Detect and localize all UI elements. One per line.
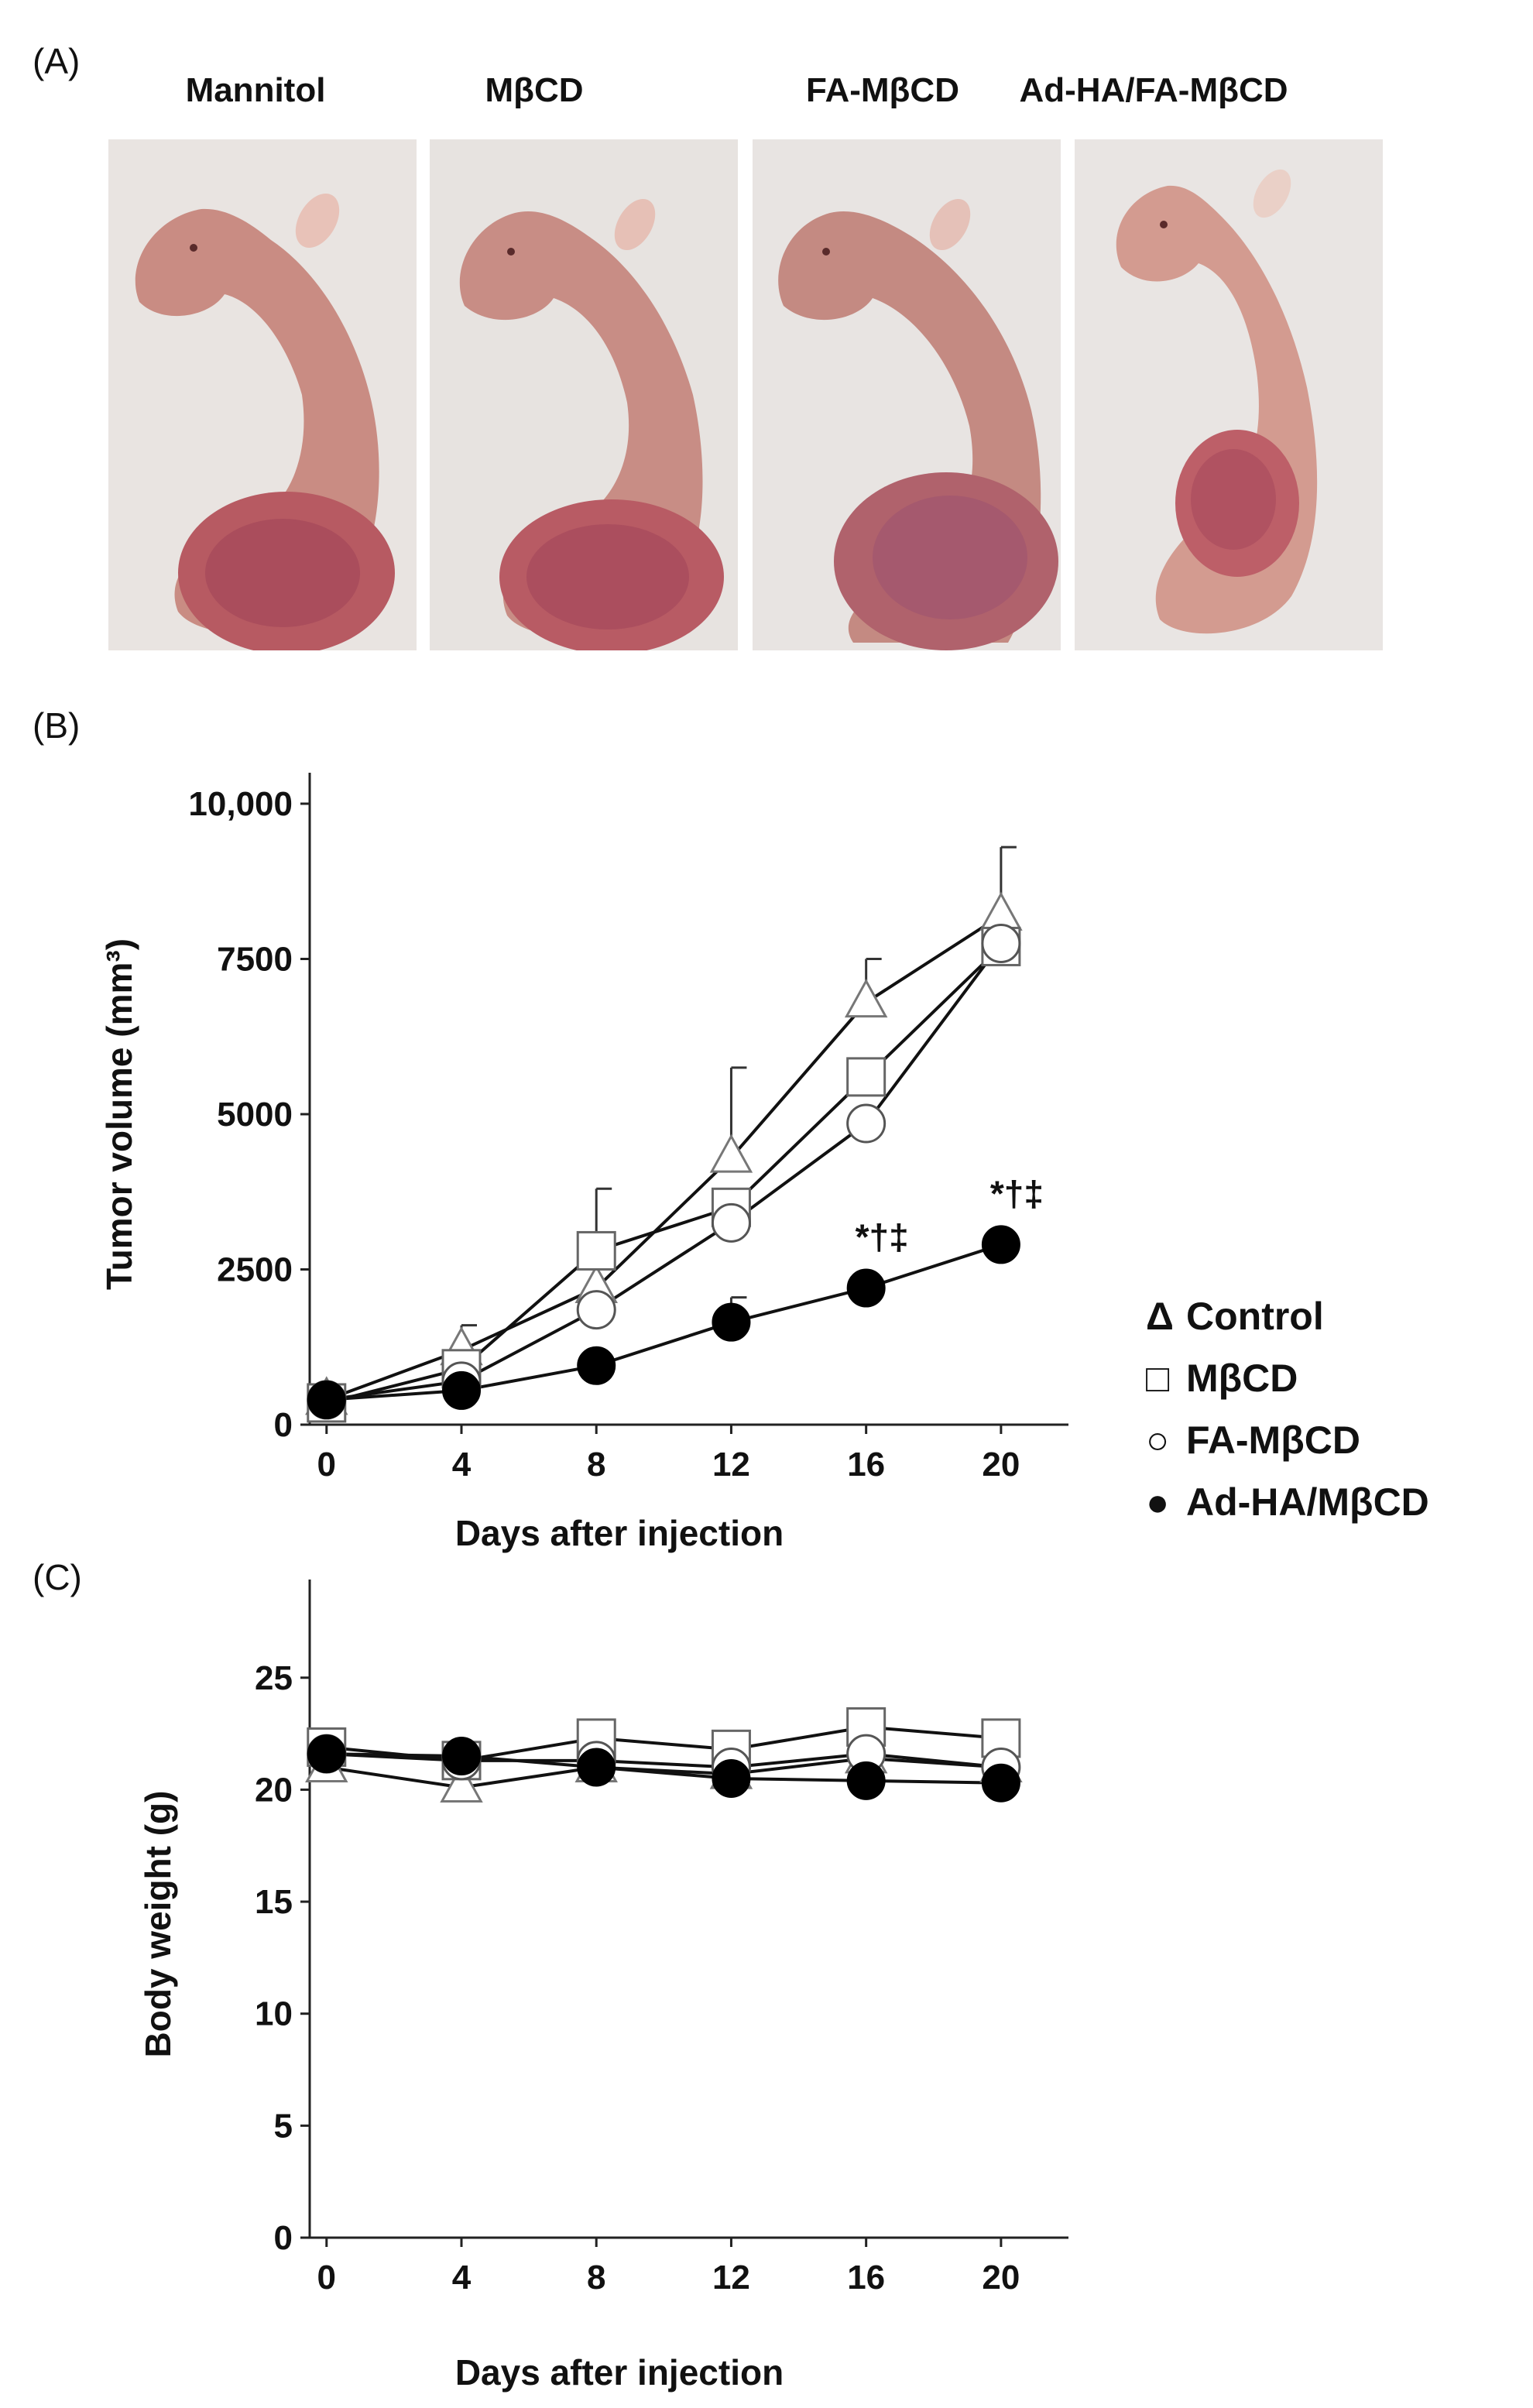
mouse-photo-mannitol: [108, 139, 417, 650]
mouse-photo-mbcd: [430, 139, 738, 650]
point-control: [844, 978, 888, 1018]
series-line-m-cd: [326, 945, 1003, 1405]
series-line-ad-ha-m-cd: [326, 1243, 1002, 1401]
point-control: [440, 1763, 483, 1803]
point-ad-ha-m-cd: [846, 1268, 886, 1308]
legend-label-ad-ha-mbcd: Ad-HA/MβCD: [1186, 1480, 1429, 1524]
filled-circle-icon: ●: [1146, 1480, 1170, 1524]
series-line-control: [326, 1756, 1002, 1789]
photo-label-mbcd: MβCD: [485, 71, 584, 109]
y-tick-label: 5: [274, 2107, 293, 2145]
legend-label-control: Control: [1186, 1295, 1324, 1338]
point-control: [709, 1134, 753, 1173]
mouse-photo-ad-ha-fa-mbcd: [1075, 139, 1383, 650]
y-axis-title: Body weight (g): [138, 1791, 178, 2058]
x-tick-label: 4: [452, 1446, 472, 1484]
point-ad-ha-m-cd: [307, 1380, 346, 1419]
y-tick-label: 20: [255, 1771, 293, 1809]
point-ad-ha-m-cd: [577, 1346, 616, 1385]
x-tick-label: 4: [452, 2259, 472, 2297]
photo-label-mannitol: Mannitol: [185, 71, 326, 109]
legend-item-mbcd: □ MβCD: [1146, 1347, 1429, 1409]
panel-label-b: (B): [33, 705, 81, 746]
y-tick-label: 15: [255, 1883, 293, 1921]
panel-label-c: (C): [33, 1557, 82, 1597]
point-fa-m-cd: [711, 1202, 751, 1243]
legend-item-control: Δ Control: [1146, 1285, 1429, 1347]
open-circle-icon: ○: [1146, 1418, 1170, 1462]
point-m-cd: [846, 1057, 887, 1097]
photo-label-fa-mbcd: FA-MβCD: [806, 71, 959, 109]
y-tick-label: 0: [274, 1406, 293, 1444]
legend-item-fa-mbcd: ○ FA-MβCD: [1146, 1409, 1429, 1471]
point-m-cd: [576, 1230, 616, 1271]
point-ad-ha-m-cd: [307, 1734, 346, 1774]
series-line-fa-m-cd: [326, 1752, 1002, 1769]
series-line-control: [326, 914, 1002, 1401]
legend-label-fa-mbcd: FA-MβCD: [1186, 1418, 1360, 1462]
y-tick-label: 25: [255, 1659, 293, 1697]
x-tick-label: 0: [317, 2259, 336, 2297]
point-ad-ha-m-cd: [577, 1748, 616, 1787]
y-tick-label: 5000: [217, 1096, 293, 1134]
photo-label-ad-ha-fa-mbcd: Ad-HA/FA-MβCD: [1019, 71, 1288, 109]
x-tick-label: 0: [317, 1446, 336, 1484]
series-line-fa-m-cd: [326, 942, 1003, 1401]
y-tick-label: 7500: [217, 941, 293, 979]
mouse-photo-fa-mbcd: [753, 139, 1061, 650]
point-ad-ha-m-cd: [712, 1758, 751, 1798]
y-tick-label: 10,000: [188, 785, 293, 823]
y-tick-label: 0: [274, 2219, 293, 2257]
square-icon: □: [1146, 1357, 1170, 1400]
tumor-volume-chart: 0 2500 5000 7500 10,000 0 4 8 12 16 20 Days after i…: [99, 773, 1068, 1553]
x-tick-label: 20: [982, 2259, 1020, 2297]
x-tick-label: 20: [982, 1446, 1020, 1484]
panel-label-a: (A): [33, 41, 81, 81]
legend: Δ Control □ MβCD ○ FA-MβCD ● Ad-HA/MβCD: [1146, 1285, 1429, 1533]
x-tick-label: 16: [847, 1446, 885, 1484]
x-tick-label: 8: [587, 2259, 605, 2297]
x-tick-label: 16: [847, 2259, 885, 2297]
y-tick-label: 10: [255, 1995, 293, 2033]
point-fa-m-cd: [846, 1103, 887, 1144]
legend-item-ad-ha-mbcd: ● Ad-HA/MβCD: [1146, 1471, 1429, 1533]
body-weight-chart: 0 5 10 15 20 25 0 4 8 12 16 20 Days after injection B…: [138, 1580, 1068, 2393]
y-axis-title: Tumor volume (mm³): [99, 938, 139, 1290]
x-axis-title: Days after injection: [455, 1513, 784, 1553]
point-ad-ha-m-cd: [981, 1763, 1020, 1803]
point-ad-ha-m-cd: [442, 1370, 481, 1410]
point-fa-m-cd: [576, 1290, 616, 1330]
x-axis-title: Days after injection: [455, 2352, 784, 2393]
point-fa-m-cd: [981, 923, 1021, 963]
legend-label-mbcd: MβCD: [1186, 1357, 1298, 1400]
x-tick-label: 12: [712, 2259, 750, 2297]
x-tick-label: 12: [712, 1446, 750, 1484]
y-tick-label: 2500: [217, 1251, 293, 1289]
point-ad-ha-m-cd: [846, 1761, 886, 1800]
significance-annotation: *†‡: [856, 1217, 909, 1257]
triangle-icon: Δ: [1146, 1295, 1174, 1338]
significance-annotation: *†‡: [990, 1173, 1044, 1213]
series-line-ad-ha-m-cd: [326, 1752, 1001, 1785]
point-ad-ha-m-cd: [442, 1737, 481, 1776]
x-tick-label: 8: [587, 1446, 605, 1484]
point-ad-ha-m-cd: [712, 1302, 751, 1342]
point-ad-ha-m-cd: [981, 1225, 1020, 1264]
